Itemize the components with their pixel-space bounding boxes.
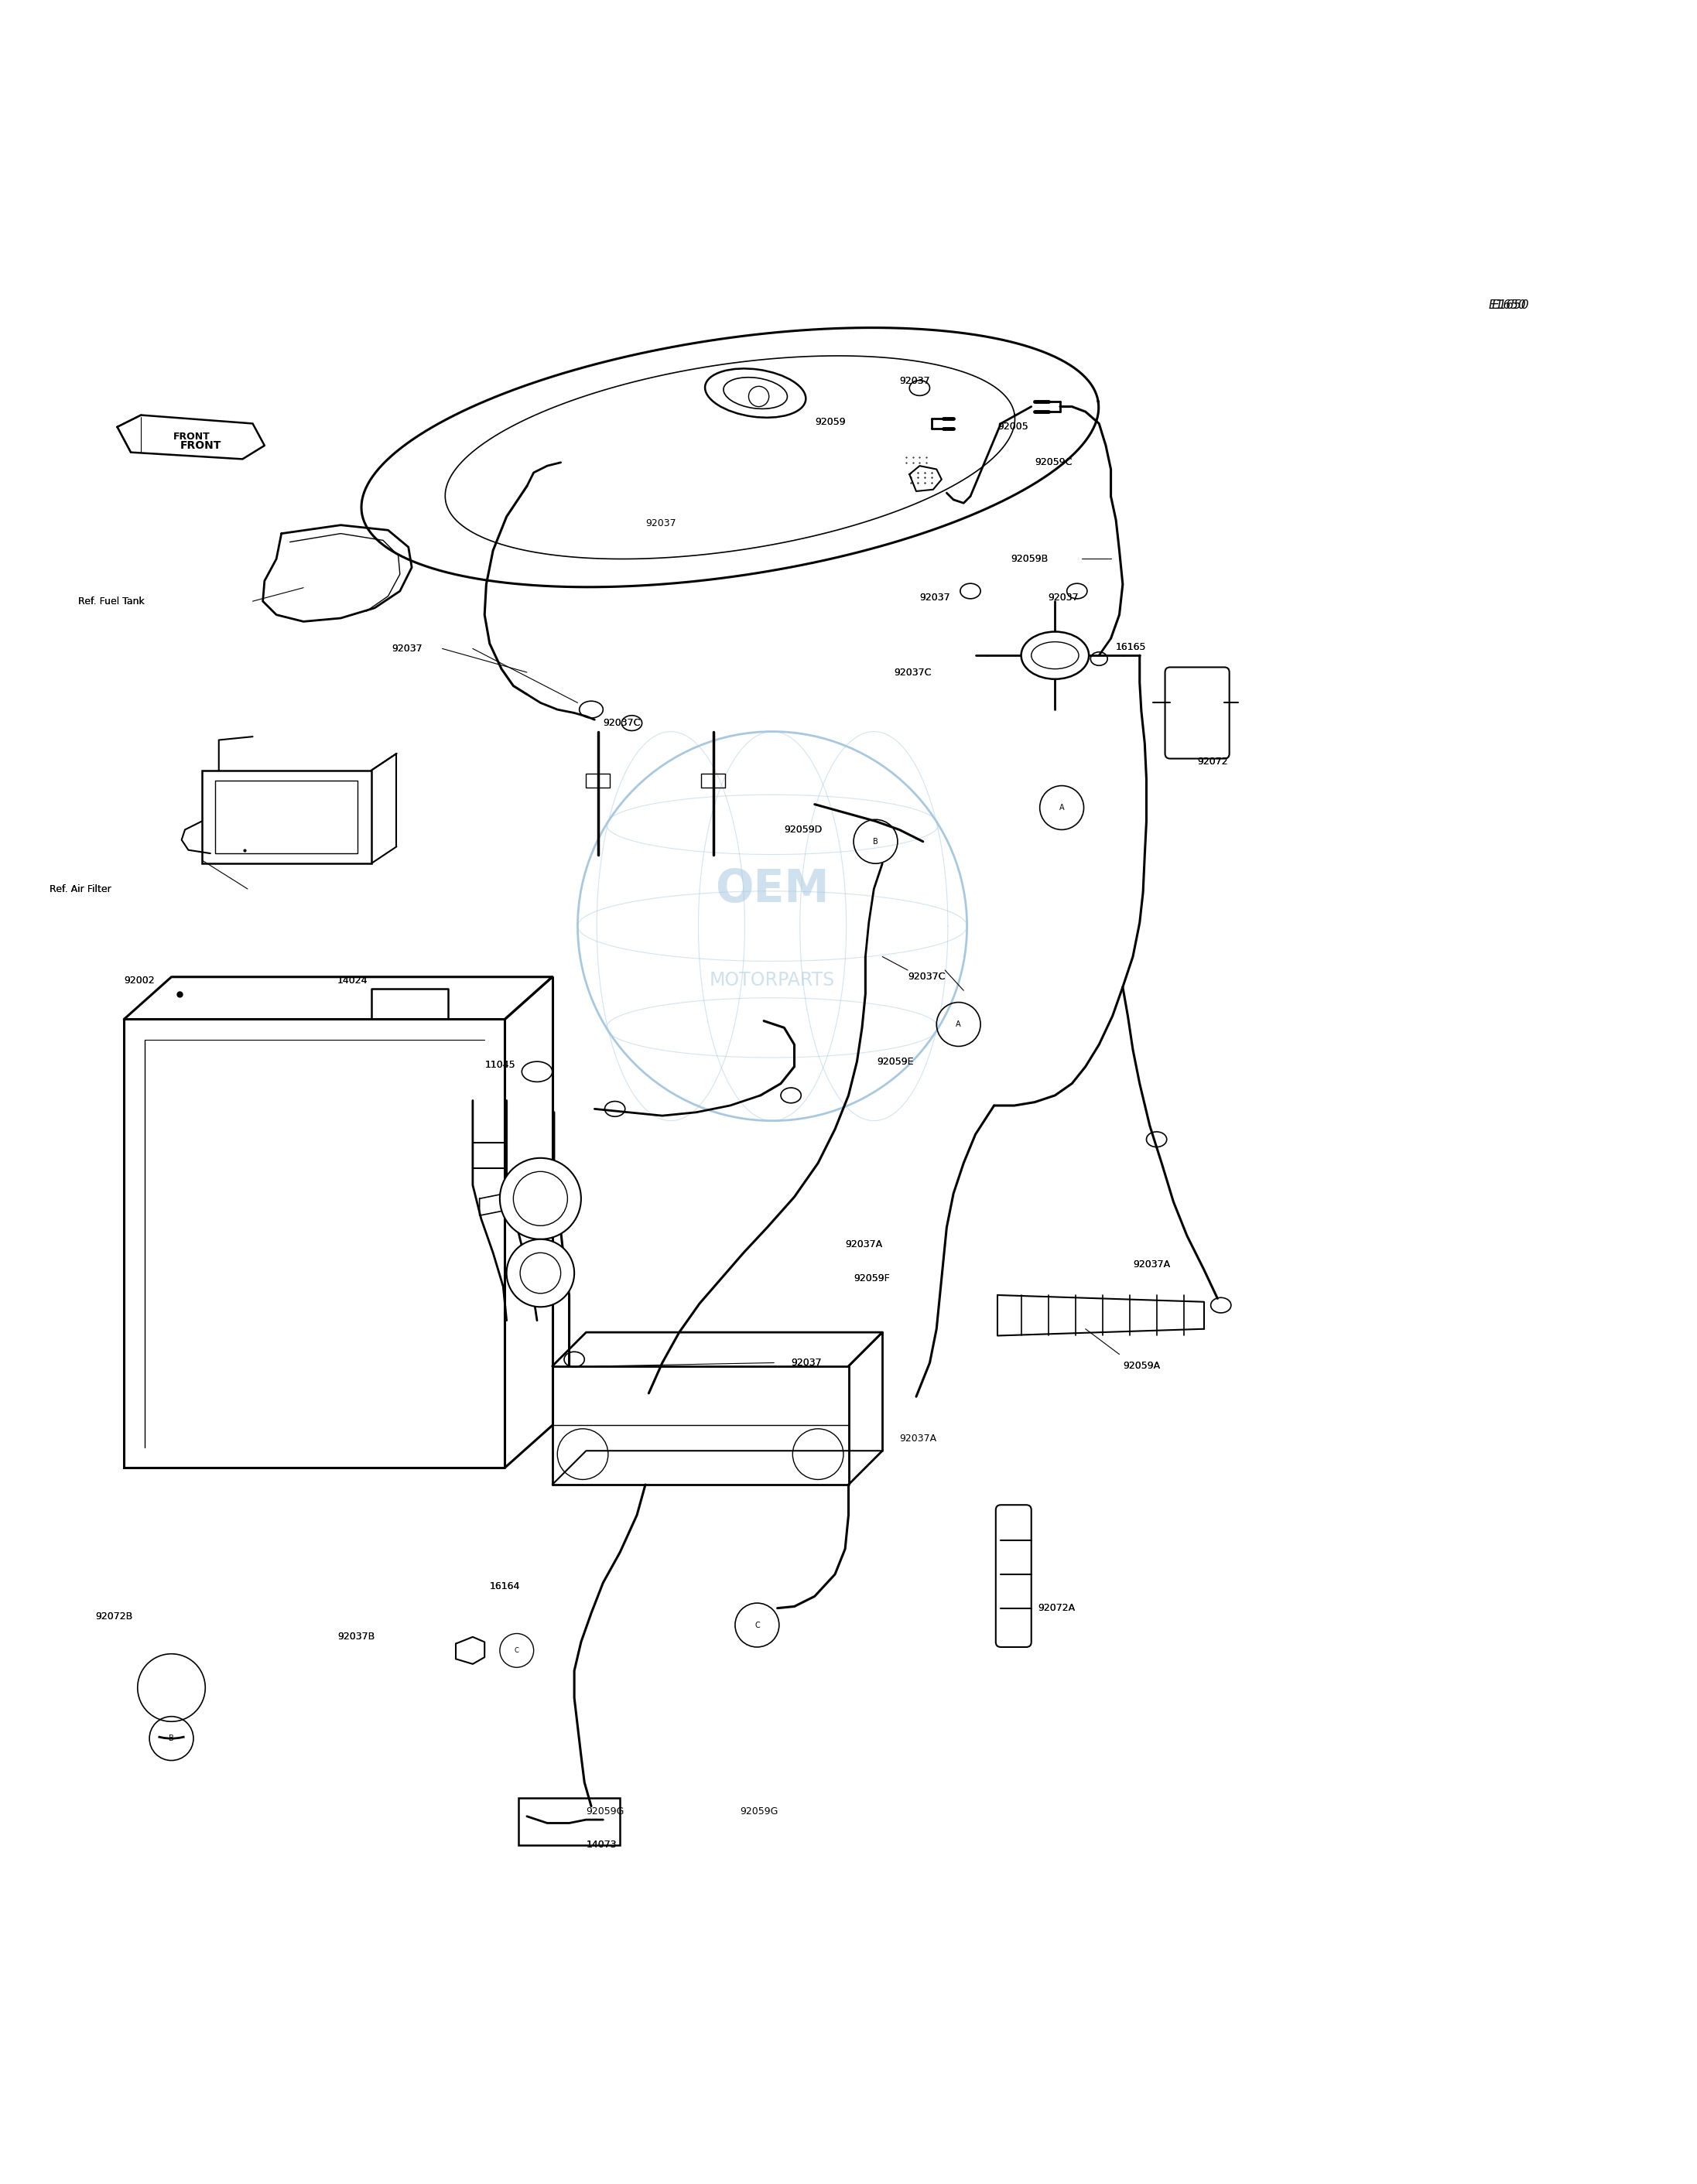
Text: Ref. Air Filter: Ref. Air Filter (49, 885, 112, 893)
Text: 92037: 92037 (645, 518, 675, 529)
Bar (216, 780, 358, 854)
Text: 92059G: 92059G (740, 1806, 779, 1817)
Text: FRONT: FRONT (173, 432, 210, 441)
Text: 92059G: 92059G (585, 1806, 624, 1817)
Bar (701, 773, 725, 788)
Text: 92037: 92037 (920, 592, 950, 603)
Text: 92037A: 92037A (1134, 1260, 1171, 1269)
Text: 92037A: 92037A (845, 1238, 882, 1249)
Text: 92059F: 92059F (854, 1273, 889, 1284)
Text: 14024: 14024 (338, 976, 368, 985)
Text: 92037C: 92037C (908, 972, 945, 983)
Text: 92059A: 92059A (1123, 1361, 1161, 1372)
Text: E1650: E1650 (1488, 299, 1526, 310)
Text: 92037: 92037 (920, 592, 950, 603)
Text: 92037: 92037 (791, 1358, 821, 1367)
Text: 92037B: 92037B (338, 1631, 375, 1642)
Text: 92059: 92059 (815, 417, 845, 426)
Text: 11045: 11045 (485, 1059, 516, 1070)
Text: 92037C: 92037C (894, 668, 932, 677)
Text: 92059: 92059 (815, 417, 845, 426)
Text: 14024: 14024 (338, 976, 368, 985)
Text: 92072: 92072 (1196, 758, 1229, 767)
Text: 16164: 16164 (490, 1581, 519, 1592)
Text: 14073: 14073 (585, 1841, 616, 1850)
Text: FRONT: FRONT (180, 441, 221, 450)
Circle shape (507, 1238, 574, 1306)
Text: 92059B: 92059B (1011, 555, 1049, 563)
Text: 92059B: 92059B (1011, 555, 1049, 563)
Text: 92059E: 92059E (877, 1057, 915, 1066)
Text: MOTORPARTS: MOTORPARTS (709, 972, 835, 989)
Text: 92037: 92037 (899, 376, 930, 387)
Text: 92059D: 92059D (784, 826, 823, 834)
Text: 92005: 92005 (998, 422, 1028, 432)
Text: 92072B: 92072B (95, 1612, 132, 1623)
Text: 92059C: 92059C (1035, 456, 1073, 467)
Text: B: B (872, 839, 877, 845)
Text: 92037A: 92037A (1134, 1260, 1171, 1269)
Bar (518, 1797, 619, 1845)
Ellipse shape (1022, 631, 1089, 679)
Text: 92037A: 92037A (899, 1435, 937, 1444)
Text: 92037: 92037 (791, 1358, 821, 1367)
Text: 92072A: 92072A (1039, 1603, 1076, 1614)
Text: C: C (514, 1647, 519, 1653)
Text: 92059C: 92059C (1035, 456, 1073, 467)
Text: A: A (1059, 804, 1064, 812)
Text: 92037: 92037 (392, 644, 423, 653)
Text: Ref. Fuel Tank: Ref. Fuel Tank (78, 596, 144, 607)
Text: 92037A: 92037A (845, 1238, 882, 1249)
Text: 16165: 16165 (1117, 642, 1147, 653)
Bar (585, 773, 609, 788)
Text: 92059A: 92059A (1123, 1361, 1161, 1372)
Text: 92037C: 92037C (602, 719, 640, 727)
Text: 92037: 92037 (392, 644, 423, 653)
Text: 92002: 92002 (124, 976, 154, 985)
Text: OEM: OEM (714, 867, 830, 911)
Text: A: A (955, 1020, 961, 1029)
Text: B: B (168, 1734, 175, 1743)
Text: C: C (755, 1621, 760, 1629)
Text: 92002: 92002 (124, 976, 154, 985)
Text: 92037: 92037 (899, 376, 930, 387)
Text: E1650: E1650 (1492, 299, 1529, 310)
Text: 92037C: 92037C (908, 972, 945, 983)
Text: 92072A: 92072A (1039, 1603, 1076, 1614)
Text: 92037: 92037 (1049, 592, 1079, 603)
Text: 92037: 92037 (1049, 592, 1079, 603)
Text: 16165: 16165 (1117, 642, 1147, 653)
Text: 92072: 92072 (1196, 758, 1229, 767)
Text: 92072B: 92072B (95, 1612, 132, 1623)
Text: 92037C: 92037C (894, 668, 932, 677)
Text: Ref. Fuel Tank: Ref. Fuel Tank (78, 596, 144, 607)
Text: 92037B: 92037B (338, 1631, 375, 1642)
Bar (202, 771, 372, 863)
Circle shape (501, 1158, 580, 1238)
Text: 14073: 14073 (585, 1841, 616, 1850)
Text: Ref. Air Filter: Ref. Air Filter (49, 885, 112, 893)
Text: 92059E: 92059E (877, 1057, 915, 1066)
Text: 16164: 16164 (490, 1581, 519, 1592)
Text: 92059D: 92059D (784, 826, 823, 834)
Text: 11045: 11045 (485, 1059, 516, 1070)
Text: 92005: 92005 (998, 422, 1028, 432)
Text: 92037C: 92037C (602, 719, 640, 727)
Text: 92059F: 92059F (854, 1273, 889, 1284)
